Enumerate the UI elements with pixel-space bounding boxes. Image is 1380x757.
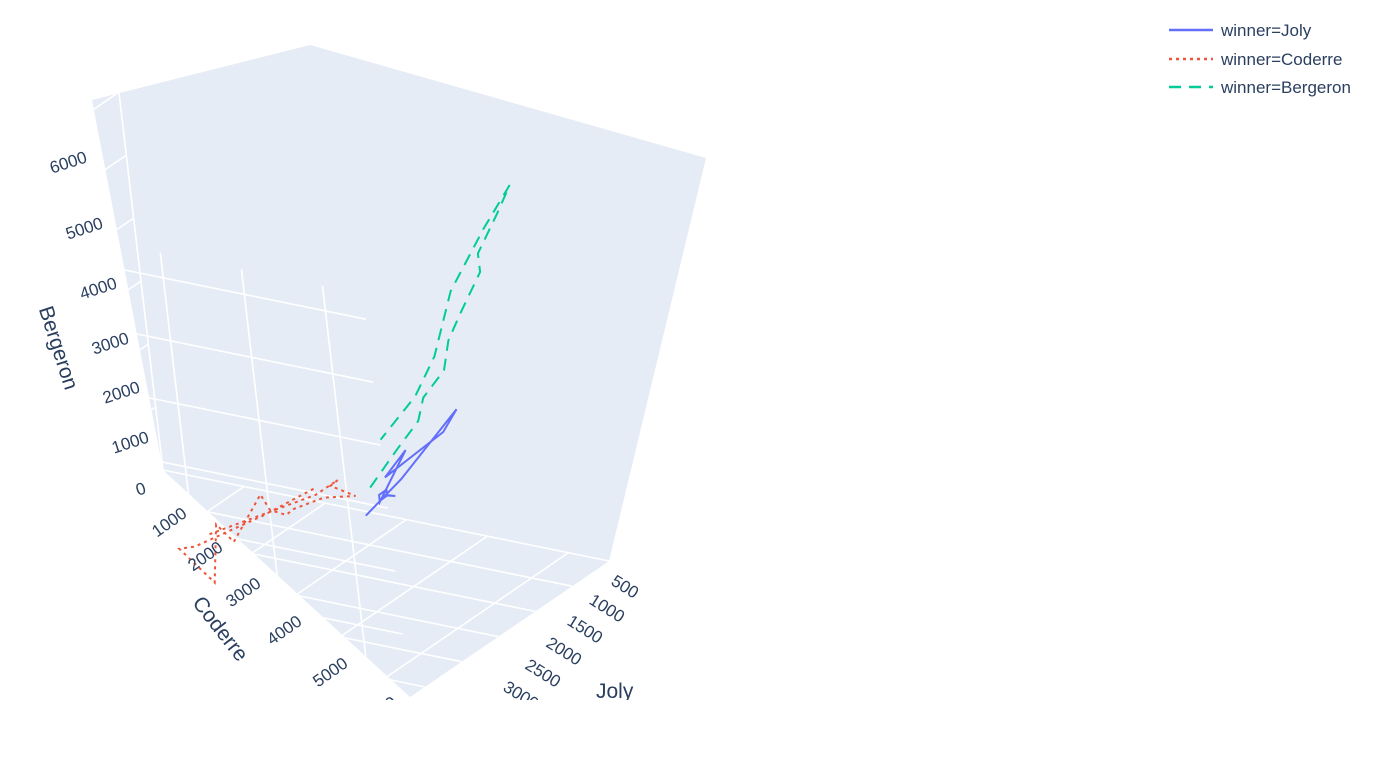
grid-x-wall-500 <box>115 66 164 471</box>
grid-z-left-1000 <box>0 551 403 635</box>
z-tick-6000: 6000 <box>47 148 89 178</box>
grid-z-back-1000 <box>0 406 157 515</box>
grid-x-wall-2000 <box>4 142 54 546</box>
legend-label-joly: winner=Joly <box>1220 21 1312 40</box>
x-tick-500: 500 <box>608 571 642 602</box>
grid-z-back-6000 <box>0 91 120 175</box>
legend-label-coderre: winner=Coderre <box>1220 50 1342 69</box>
grid-x-floor-2500 <box>15 569 462 663</box>
z-tick-1000: 1000 <box>109 428 151 458</box>
grid-x-floor-500 <box>162 469 610 562</box>
grid-z-back-5000 <box>0 154 127 243</box>
z-tick-5000: 5000 <box>63 214 105 244</box>
grid-lines <box>0 66 610 690</box>
series-layer <box>177 184 511 585</box>
y-tick-5000: 5000 <box>309 654 351 691</box>
grid-x-floor-1000 <box>125 494 573 587</box>
series-line-joly[interactable] <box>365 408 458 517</box>
grid-z-back-3000 <box>0 280 142 379</box>
grid-z-left-2000 <box>0 489 396 572</box>
grid-x-wall-1500 <box>41 117 91 521</box>
grid-x-wall-1000 <box>78 92 127 496</box>
grid-x-floor-3000 <box>0 599 425 688</box>
y-tick-3000: 3000 <box>222 574 264 611</box>
x-axis-title: Joly <box>596 680 634 703</box>
legend-label-bergeron: winner=Bergeron <box>1220 78 1351 97</box>
grid-y-floor-4000 <box>125 502 326 640</box>
x-tick-1500: 1500 <box>564 611 606 647</box>
grid-x-floor-1500 <box>89 519 536 613</box>
legend-item-coderre[interactable]: winner=Coderre <box>1169 50 1342 69</box>
grid-z-back-4000 <box>0 217 135 311</box>
floor-pane <box>163 385 609 697</box>
grid-z-left-3000 <box>0 428 389 509</box>
grid-y-floor-6000 <box>0 469 164 583</box>
grid-y-floor-2000 <box>287 535 488 673</box>
grid-z-back-2000 <box>0 343 149 447</box>
grid-y-floor-5000 <box>44 485 245 624</box>
grid-z-left-5000 <box>0 305 374 383</box>
grid-x-floor-2000 <box>52 544 499 638</box>
scene-panes <box>92 45 706 697</box>
x-tick-2500: 2500 <box>522 655 564 691</box>
legend-item-joly[interactable]: winner=Joly <box>1169 21 1312 40</box>
y-tick-1000: 1000 <box>148 504 190 541</box>
x-tick-2000: 2000 <box>543 633 585 669</box>
legend-item-bergeron[interactable]: winner=Bergeron <box>1169 78 1351 97</box>
legend[interactable]: winner=Joly winner=Coderre winner=Berger… <box>1169 21 1351 97</box>
z-axis-title: Bergeron <box>34 303 83 392</box>
scene-clip-band <box>0 700 760 757</box>
grid-z-left-6000 <box>0 243 367 320</box>
grid-y-floor-1000 <box>369 552 569 690</box>
grid-x-wall-2500 <box>0 430 17 571</box>
z-tick-2000: 2000 <box>100 378 142 408</box>
grid-y-floor-3000 <box>206 518 407 657</box>
series-line-coderre[interactable] <box>177 479 356 585</box>
grid-z-left-4000 <box>0 366 381 446</box>
